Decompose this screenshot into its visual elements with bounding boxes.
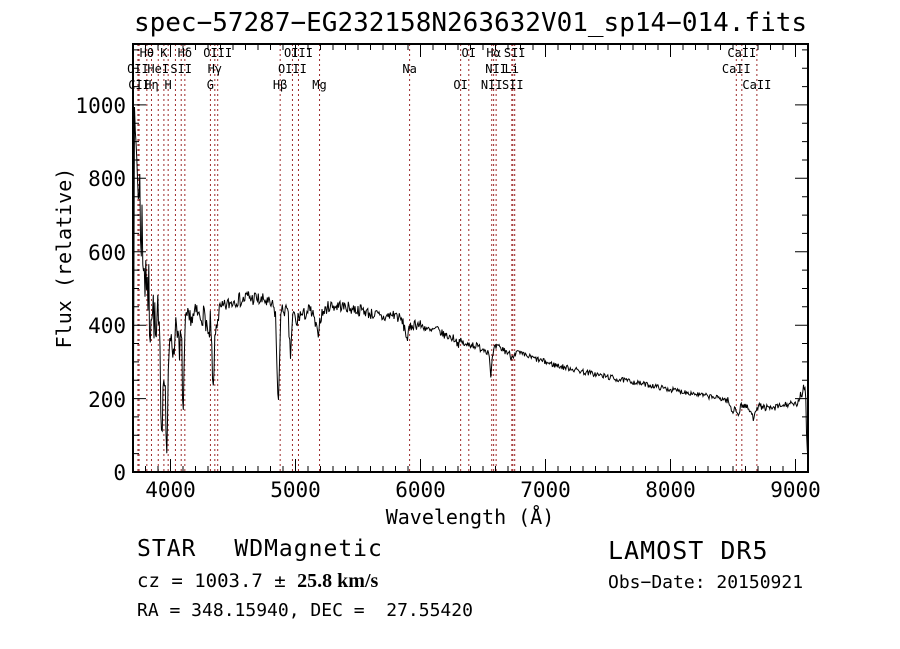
spectral-line-label: OI xyxy=(453,78,468,92)
spectral-line-label: Mg xyxy=(312,78,327,92)
spectrum-trace xyxy=(132,106,809,472)
cz-prefix: cz = 1003.7 ± xyxy=(137,570,298,592)
spectral-line-label: OII xyxy=(127,62,149,76)
x-tick-label: 4000 xyxy=(145,478,196,502)
spectral-line-label: Hθ xyxy=(139,46,155,60)
class-label: STAR xyxy=(137,536,197,562)
subclass-label: WDMagnetic xyxy=(234,536,383,562)
spectral-line-label: CaII xyxy=(727,46,757,60)
spectral-line-label: NII xyxy=(485,62,507,76)
survey-label: LAMOST DR5 xyxy=(608,536,769,565)
y-tick-label: 1000 xyxy=(75,93,126,118)
x-tick-label: 5000 xyxy=(270,478,321,502)
spectral-line-label: CaII xyxy=(742,78,772,92)
spectral-line-label: G xyxy=(206,78,215,92)
spectral-line-label: NII xyxy=(480,78,503,92)
y-tick-label: 400 xyxy=(88,314,126,339)
spectral-line-label: SII xyxy=(501,78,524,92)
x-axis-label: Wavelength (Å) xyxy=(385,505,555,529)
y-tick-label: 600 xyxy=(88,240,126,265)
spectral-line-label: K xyxy=(160,46,168,60)
obs-date-label: Obs−Date: 20150921 xyxy=(608,572,804,593)
spectral-line-label: OIII xyxy=(277,62,307,76)
cz-line: cz = 1003.7 ± 25.8 km/s xyxy=(137,570,378,593)
plot-frame xyxy=(132,43,809,473)
classification-line: STAR WDMagnetic xyxy=(137,536,383,562)
spectral-line-label: SII xyxy=(503,46,526,60)
spectral-line-label: Hγ xyxy=(207,62,223,76)
spectral-line-label: Na xyxy=(402,62,417,76)
spectral-line-label: Hα xyxy=(486,46,501,60)
x-tick-label: 9000 xyxy=(770,478,821,502)
cz-error-value: 25.8 km/s xyxy=(297,570,379,592)
spectral-line-label: OIII xyxy=(203,46,233,60)
spectral-line-label: Li xyxy=(504,62,520,76)
spectral-line-label: CII xyxy=(128,78,150,92)
y-tick-label: 200 xyxy=(88,387,126,412)
x-tick-label: 8000 xyxy=(645,478,696,502)
x-tick-label: 6000 xyxy=(395,478,446,502)
spectral-line-label: Hη xyxy=(144,78,159,92)
y-tick-label: 800 xyxy=(88,167,126,192)
spectral-line-label: Hβ xyxy=(272,78,288,92)
spectral-line-label: H xyxy=(164,78,172,92)
spectral-line-label: HeI xyxy=(147,62,170,76)
radec-line: RA = 348.15940, DEC = 27.55420 xyxy=(137,600,473,621)
y-tick-label: 0 xyxy=(113,461,126,485)
spectral-line-label: Hδ xyxy=(177,46,193,60)
spectral-line-label: OIII xyxy=(284,46,313,60)
x-tick-label: 7000 xyxy=(520,478,571,502)
spectral-line-label: CaII xyxy=(721,62,751,76)
plot-title: spec−57287−EG232158N263632V01_sp14−014.f… xyxy=(133,8,808,38)
spectral-line-label: OI xyxy=(461,46,477,60)
spectral-line-label: SII xyxy=(170,62,193,76)
axis-ticks xyxy=(132,44,809,473)
